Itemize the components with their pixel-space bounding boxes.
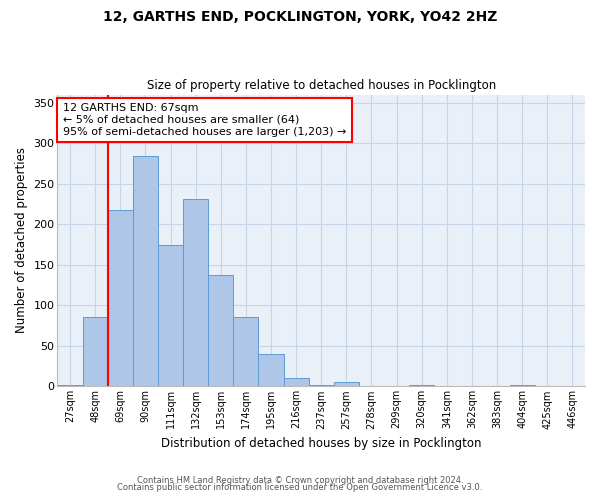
Text: 12 GARTHS END: 67sqm
← 5% of detached houses are smaller (64)
95% of semi-detach: 12 GARTHS END: 67sqm ← 5% of detached ho… bbox=[63, 104, 346, 136]
Bar bbox=[509, 385, 535, 386]
Bar bbox=[158, 246, 183, 386]
Text: 12, GARTHS END, POCKLINGTON, YORK, YO42 2HZ: 12, GARTHS END, POCKLINGTON, YORK, YO42 … bbox=[103, 10, 497, 24]
Bar bbox=[334, 382, 359, 386]
Bar bbox=[308, 385, 334, 386]
Bar bbox=[58, 385, 83, 386]
Text: Contains public sector information licensed under the Open Government Licence v3: Contains public sector information licen… bbox=[118, 484, 482, 492]
Bar bbox=[183, 199, 208, 386]
Bar bbox=[233, 318, 259, 386]
Bar bbox=[108, 210, 133, 386]
Bar bbox=[409, 385, 434, 386]
Bar bbox=[259, 354, 284, 386]
Bar bbox=[208, 276, 233, 386]
Bar bbox=[133, 156, 158, 386]
Bar bbox=[83, 316, 108, 386]
Title: Size of property relative to detached houses in Pocklington: Size of property relative to detached ho… bbox=[146, 79, 496, 92]
Y-axis label: Number of detached properties: Number of detached properties bbox=[15, 148, 28, 334]
Text: Contains HM Land Registry data © Crown copyright and database right 2024.: Contains HM Land Registry data © Crown c… bbox=[137, 476, 463, 485]
X-axis label: Distribution of detached houses by size in Pocklington: Distribution of detached houses by size … bbox=[161, 437, 481, 450]
Bar bbox=[284, 378, 308, 386]
